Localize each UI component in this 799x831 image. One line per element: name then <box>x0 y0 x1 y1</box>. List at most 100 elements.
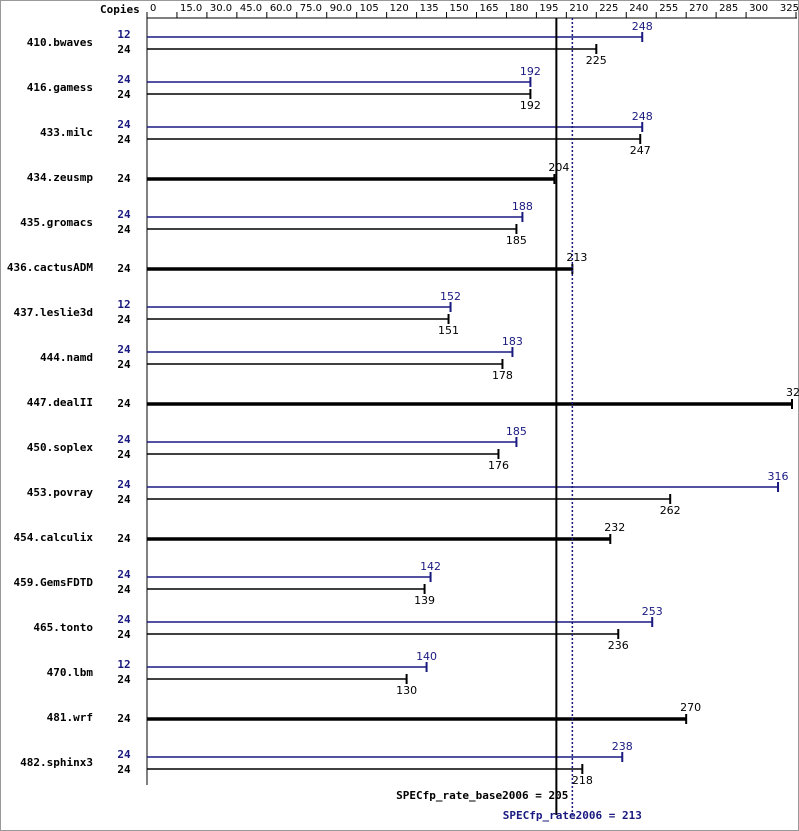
benchmark-name: 437.leslie3d <box>14 306 93 319</box>
value-label: 142 <box>420 560 441 573</box>
x-tick-label: 325 <box>780 3 799 14</box>
benchmark-name: 453.povray <box>27 486 94 499</box>
column-header: Copies <box>100 3 140 16</box>
x-tick-label: 165 <box>479 3 498 14</box>
x-tick-label: 135 <box>420 3 439 14</box>
copies: 12 <box>117 658 130 671</box>
benchmark-name: 433.milc <box>40 126 93 139</box>
reference-label: SPECfp_rate_base2006 = 205 <box>396 789 568 802</box>
value-label: 204 <box>548 161 569 174</box>
copies: 24 <box>117 712 131 725</box>
value-label: 176 <box>488 459 509 472</box>
x-tick-label: 270 <box>689 3 708 14</box>
value-label: 140 <box>416 650 437 663</box>
value-label: 248 <box>632 20 653 33</box>
copies: 24 <box>117 493 131 506</box>
value-label: 232 <box>604 521 625 534</box>
x-tick-label: 15.0 <box>180 3 202 14</box>
benchmark-name: 470.lbm <box>47 666 94 679</box>
copies: 24 <box>117 118 131 131</box>
value-label: 218 <box>572 774 593 787</box>
copies: 24 <box>117 448 131 461</box>
x-tick-label: 210 <box>569 3 588 14</box>
x-tick-label: 180 <box>509 3 528 14</box>
value-label: 225 <box>586 54 607 67</box>
value-label: 130 <box>396 684 417 697</box>
copies: 24 <box>117 208 131 221</box>
copies: 24 <box>117 763 131 776</box>
value-label: 316 <box>768 470 789 483</box>
x-tick-label: 75.0 <box>300 3 322 14</box>
value-label: 192 <box>520 65 541 78</box>
x-tick-label: 0 <box>150 3 156 14</box>
value-label: 185 <box>506 425 527 438</box>
copies: 24 <box>117 568 131 581</box>
reference-label: SPECfp_rate2006 = 213 <box>503 809 642 822</box>
copies: 12 <box>117 28 130 41</box>
value-label: 323 <box>786 386 799 399</box>
x-tick-label: 60.0 <box>270 3 292 14</box>
copies: 24 <box>117 532 131 545</box>
value-label: 178 <box>492 369 513 382</box>
benchmark-name: 416.gamess <box>27 81 93 94</box>
value-label: 188 <box>512 200 533 213</box>
x-tick-label: 90.0 <box>330 3 352 14</box>
value-label: 139 <box>414 594 435 607</box>
copies: 24 <box>117 73 131 86</box>
x-tick-label: 150 <box>450 3 469 14</box>
copies: 24 <box>117 133 131 146</box>
benchmark-name: 459.GemsFDTD <box>14 576 94 589</box>
value-label: 192 <box>520 99 541 112</box>
x-tick-label: 225 <box>599 3 618 14</box>
x-tick-label: 285 <box>719 3 738 14</box>
copies: 24 <box>117 223 131 236</box>
copies: 24 <box>117 43 131 56</box>
benchmark-name: 482.sphinx3 <box>20 756 93 769</box>
x-tick-label: 105 <box>360 3 379 14</box>
x-tick-label: 255 <box>659 3 678 14</box>
copies: 24 <box>117 748 131 761</box>
copies: 12 <box>117 298 130 311</box>
copies: 24 <box>117 478 131 491</box>
value-label: 248 <box>632 110 653 123</box>
copies: 24 <box>117 313 131 326</box>
value-label: 213 <box>566 251 587 264</box>
x-tick-label: 300 <box>749 3 768 14</box>
value-label: 262 <box>660 504 681 517</box>
value-label: 185 <box>506 234 527 247</box>
copies: 24 <box>117 583 131 596</box>
benchmark-name: 481.wrf <box>47 711 93 724</box>
copies: 24 <box>117 628 131 641</box>
benchmark-name: 434.zeusmp <box>27 171 94 184</box>
x-tick-label: 195 <box>539 3 558 14</box>
benchmark-name: 450.soplex <box>27 441 94 454</box>
value-label: 152 <box>440 290 461 303</box>
x-tick-label: 45.0 <box>240 3 262 14</box>
benchmark-name: 410.bwaves <box>27 36 93 49</box>
value-label: 247 <box>630 144 651 157</box>
value-label: 151 <box>438 324 459 337</box>
copies: 24 <box>117 613 131 626</box>
value-label: 236 <box>608 639 629 652</box>
x-tick-label: 120 <box>390 3 409 14</box>
value-label: 253 <box>642 605 663 618</box>
benchmark-name: 435.gromacs <box>20 216 93 229</box>
copies: 24 <box>117 172 131 185</box>
benchmark-name: 447.dealII <box>27 396 93 409</box>
copies: 24 <box>117 673 131 686</box>
copies: 24 <box>117 88 131 101</box>
benchmark-name: 444.namd <box>40 351 93 364</box>
value-label: 183 <box>502 335 523 348</box>
copies: 24 <box>117 433 131 446</box>
x-tick-label: 30.0 <box>210 3 232 14</box>
benchmark-name: 436.cactusADM <box>7 261 93 274</box>
value-label: 238 <box>612 740 633 753</box>
value-label: 270 <box>680 701 701 714</box>
x-tick-label: 240 <box>629 3 648 14</box>
copies: 24 <box>117 397 131 410</box>
copies: 24 <box>117 343 131 356</box>
benchmark-name: 454.calculix <box>14 531 94 544</box>
benchmark-name: 465.tonto <box>33 621 93 634</box>
copies: 24 <box>117 262 131 275</box>
